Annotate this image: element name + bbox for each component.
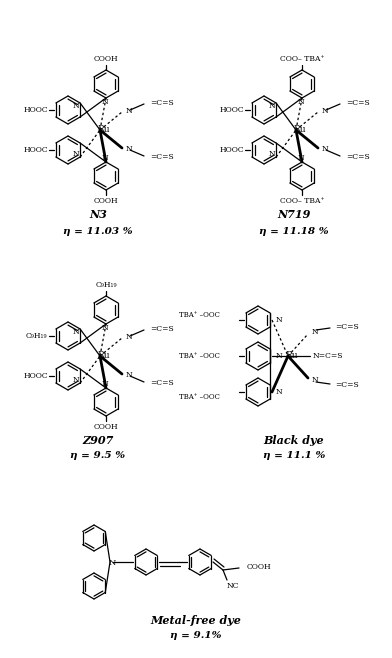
Text: N: N [73,150,80,158]
Text: HOOC: HOOC [24,146,48,154]
Text: Ru: Ru [98,126,110,134]
Text: N: N [73,376,80,384]
Text: N: N [73,328,80,336]
Text: Ru: Ru [286,351,298,361]
Text: η = 9.5 %: η = 9.5 % [71,451,125,461]
Text: N: N [102,98,108,106]
Text: η = 11.03 %: η = 11.03 % [63,226,133,236]
Text: =C=S: =C=S [150,325,174,333]
Text: =C=S: =C=S [335,381,359,389]
Text: HOOC: HOOC [220,146,244,154]
Text: NC: NC [227,582,240,590]
Text: =C=S: =C=S [335,323,359,331]
Text: =C=S: =C=S [150,153,174,161]
Text: N: N [276,388,283,396]
Text: N: N [276,352,283,360]
Text: N: N [108,559,116,567]
Text: N: N [322,145,329,153]
Text: N: N [312,376,319,384]
Text: COO– TBA⁺: COO– TBA⁺ [279,55,324,63]
Text: Black dye: Black dye [264,434,324,445]
Text: Metal-free dye: Metal-free dye [151,615,241,626]
Text: =C=S: =C=S [346,153,370,161]
Text: N: N [269,150,276,158]
Text: N: N [102,154,108,162]
Text: N: N [126,333,133,341]
Text: N=C=S: N=C=S [313,352,343,360]
Text: N: N [298,98,304,106]
Text: η = 9.1%: η = 9.1% [170,632,222,640]
Text: =C=S: =C=S [346,99,370,107]
Text: N: N [126,107,133,115]
Text: N: N [126,371,133,379]
Text: η = 11.18 %: η = 11.18 % [259,226,329,236]
Text: N: N [298,154,304,162]
Text: Z907: Z907 [82,434,114,445]
Text: TBA⁺ –OOC: TBA⁺ –OOC [179,311,220,319]
Text: HOOC: HOOC [24,106,48,114]
Text: COOH: COOH [94,197,118,205]
Text: N: N [312,328,319,336]
Text: N: N [102,380,108,388]
Text: C₉H₁₉: C₉H₁₉ [95,281,117,289]
Text: N: N [269,102,276,110]
Text: COO– TBA⁺: COO– TBA⁺ [279,197,324,205]
Text: N: N [102,324,108,332]
Text: HOOC: HOOC [24,372,48,380]
Text: N3: N3 [89,209,107,220]
Text: COOH: COOH [94,423,118,431]
Text: C₉H₁₉: C₉H₁₉ [25,332,47,340]
Text: HOOC: HOOC [220,106,244,114]
Text: η = 11.1 %: η = 11.1 % [263,451,325,461]
Text: N: N [126,145,133,153]
Text: TBA⁺ –OOC: TBA⁺ –OOC [179,352,220,360]
Text: Ru: Ru [294,126,306,134]
Text: Ru: Ru [98,351,110,361]
Text: =C=S: =C=S [150,99,174,107]
Text: =C=S: =C=S [150,379,174,387]
Text: N: N [322,107,329,115]
Text: N: N [73,102,80,110]
Text: TBA⁺ –OOC: TBA⁺ –OOC [179,393,220,401]
Text: N719: N719 [277,209,311,220]
Text: COOH: COOH [247,563,272,571]
Text: N: N [276,316,283,324]
Text: COOH: COOH [94,55,118,63]
